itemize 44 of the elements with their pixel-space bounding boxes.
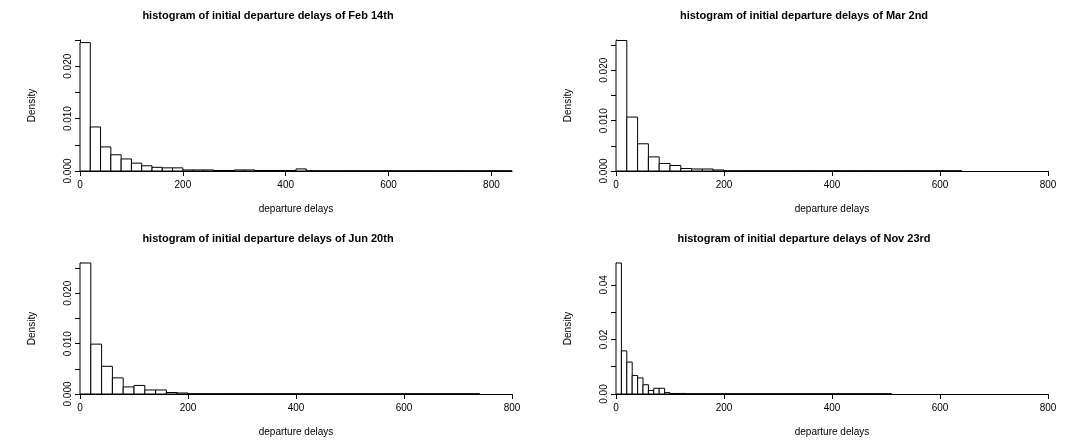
x-tick-label: 800 [483,178,501,190]
x-tick-label: 400 [277,178,295,190]
y-axis-title: Density [561,311,573,346]
chart-title: histogram of initial departure delays of Nov 23rd [677,231,931,244]
x-tick-label: 600 [931,401,949,413]
x-axis-title: departure delays [258,425,334,437]
x-tick-label: 400 [823,401,841,413]
x-tick-label: 200 [179,401,197,413]
y-axis-title: Density [561,88,573,123]
y-tick-label: 0.000 [597,158,609,184]
chart-title: histogram of initial departure delays of Mar 2nd [679,8,929,21]
x-tick-label: 200 [174,178,192,190]
y-tick-label: 0.020 [61,280,73,306]
x-tick-label: 800 [503,401,521,413]
x-tick-label: 0 [613,401,620,413]
y-tick-label: 0.000 [61,158,73,184]
y-tick-label: 0.010 [61,330,73,357]
x-tick-label: 0 [613,178,620,190]
x-tick-label: 600 [380,178,398,190]
x-tick-label: 0 [77,401,84,413]
x-axis-title: departure delays [258,202,334,214]
x-axis-title: departure delays [794,202,870,214]
x-tick-label: 600 [931,178,949,190]
x-tick-label: 800 [1039,178,1057,190]
y-tick-label: 0.010 [61,105,73,132]
y-tick-label: 0.04 [597,274,609,295]
x-tick-label: 200 [715,401,733,413]
y-tick-label: 0.020 [61,53,73,79]
y-axis-title: Density [25,311,37,346]
y-tick-label: 0.000 [61,381,73,407]
chart-title: histogram of initial departure delays of Jun 20th [142,231,394,244]
x-tick-label: 400 [287,401,305,413]
x-tick-label: 800 [1039,401,1057,413]
x-tick-label: 400 [823,178,841,190]
y-tick-label: 0.00 [597,383,609,404]
x-axis-title: departure delays [794,425,870,437]
x-tick-label: 0 [77,178,84,190]
x-tick-label: 600 [395,401,413,413]
y-tick-label: 0.02 [597,329,609,350]
y-axis-title: Density [25,88,37,123]
y-tick-label: 0.010 [597,107,609,134]
x-tick-label: 200 [715,178,733,190]
y-tick-label: 0.020 [597,57,609,83]
chart-title: histogram of initial departure delays of Feb 14th [142,8,394,21]
